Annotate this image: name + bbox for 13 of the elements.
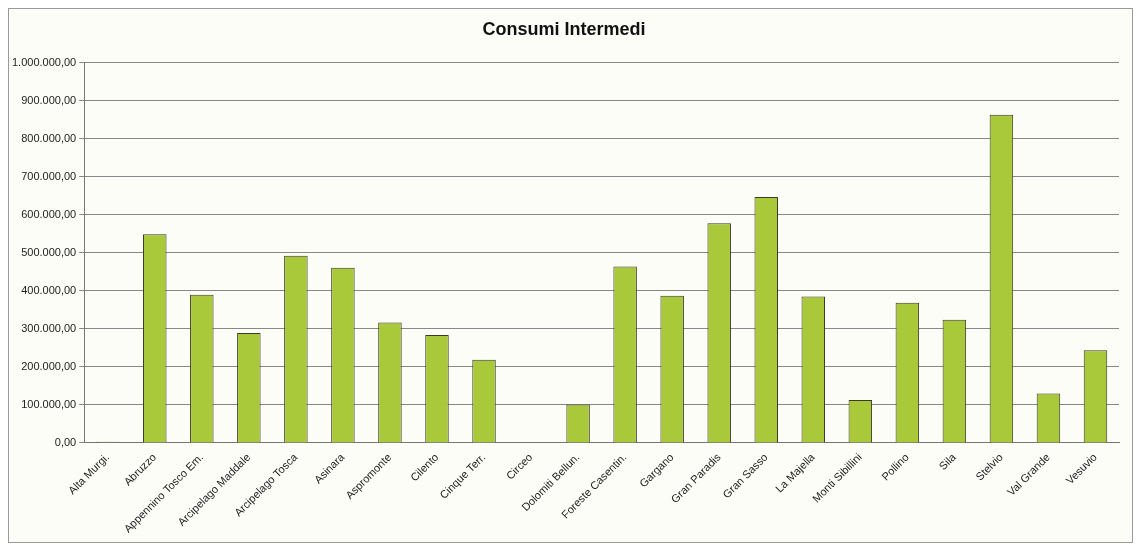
y-tick-label: 900.000,00 bbox=[21, 93, 77, 106]
y-tick-label: 300.000,00 bbox=[21, 321, 77, 334]
y-tick-label: 400.000,00 bbox=[21, 283, 77, 296]
y-tick-label: 0,00 bbox=[54, 436, 77, 449]
y-tick-label: 200.000,00 bbox=[21, 359, 77, 372]
chart-title: Consumi Intermedi bbox=[482, 18, 646, 39]
x-tick-label: Sila bbox=[936, 450, 959, 473]
y-tick-label: 800.000,00 bbox=[21, 131, 77, 144]
y-tick-label: 600.000,00 bbox=[21, 207, 77, 220]
y-tick-label: 100.000,00 bbox=[21, 397, 77, 410]
y-tick-label: 700.000,00 bbox=[21, 169, 77, 182]
y-tick-label: 500.000,00 bbox=[21, 245, 77, 258]
y-tick-label: 1.000.000,00 bbox=[11, 55, 77, 68]
